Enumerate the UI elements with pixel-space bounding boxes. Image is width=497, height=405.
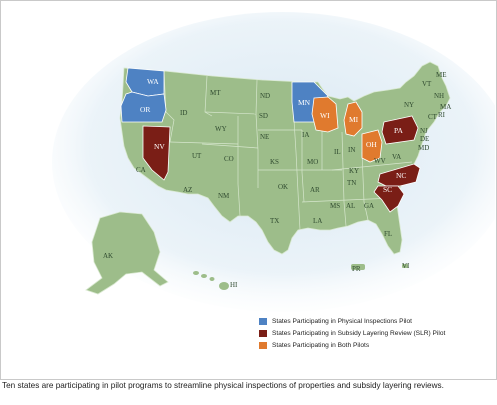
label-la: LA — [313, 217, 322, 225]
legend-item-both: States Participating in Both Pilots — [259, 340, 495, 351]
legend-swatch-slr — [259, 330, 267, 337]
label-ok: OK — [278, 183, 288, 191]
label-ms: MS — [330, 202, 340, 210]
legend-swatch-both — [259, 342, 267, 349]
label-ut: UT — [192, 152, 202, 160]
label-nh: NH — [434, 92, 444, 100]
label-az: AZ — [183, 186, 192, 194]
label-mn: MN — [298, 98, 311, 107]
label-mt: MT — [210, 89, 221, 97]
state-sc[interactable] — [373, 185, 405, 213]
label-mo: MO — [307, 158, 318, 166]
highlighted-state-labels: WA OR NV MN WI MI OH PA NC SC — [140, 77, 406, 194]
label-pa: PA — [394, 126, 403, 135]
state-nc[interactable] — [377, 163, 421, 187]
label-ri: RI — [438, 111, 446, 119]
label-wa: WA — [147, 77, 159, 86]
state-pa[interactable] — [381, 115, 419, 145]
legend-swatch-physical — [259, 318, 267, 325]
label-oh: OH — [366, 140, 377, 149]
label-pr: PR — [352, 265, 361, 273]
state-ak — [85, 211, 169, 295]
label-hi: HI — [230, 281, 238, 289]
legend-label-slr: States Participating in Subsidy Layering… — [272, 330, 446, 337]
state-hi — [193, 271, 229, 290]
state-vi — [402, 264, 408, 268]
label-nj: NJ — [420, 127, 428, 135]
label-co: CO — [224, 155, 234, 163]
label-nd: ND — [260, 92, 270, 100]
state-wi[interactable] — [311, 96, 339, 133]
label-ne: NE — [260, 133, 269, 141]
label-ky: KY — [349, 167, 359, 175]
state-nv[interactable] — [142, 125, 171, 181]
label-sd: SD — [259, 112, 268, 120]
label-nv: NV — [154, 142, 165, 151]
label-ct: CT — [428, 113, 438, 121]
label-il: IL — [334, 148, 341, 156]
us-map-svg: MT ND ID WY SD NE IA UT CO KS MO IL IN C… — [52, 12, 495, 312]
label-vt: VT — [422, 80, 432, 88]
label-ga: GA — [364, 202, 374, 210]
label-tx: TX — [270, 217, 279, 225]
state-pr — [351, 264, 365, 270]
label-ca: CA — [136, 166, 146, 174]
label-sc: SC — [383, 185, 392, 194]
label-wy: WY — [215, 125, 227, 133]
legend-item-physical: States Participating in Physical Inspect… — [259, 316, 495, 327]
label-va: VA — [392, 153, 401, 161]
label-wv: WV — [374, 157, 386, 165]
label-ia: IA — [302, 131, 309, 139]
state-mi[interactable] — [343, 101, 363, 137]
label-tn: TN — [347, 179, 356, 187]
label-nm: NM — [218, 192, 230, 200]
label-ny: NY — [404, 101, 414, 109]
label-fl: FL — [384, 230, 392, 238]
label-md: MD — [418, 144, 429, 152]
label-mi: MI — [349, 115, 359, 124]
label-ak: AK — [103, 252, 113, 260]
label-wi: WI — [320, 111, 330, 120]
state-or[interactable] — [120, 91, 167, 123]
lower48-land — [119, 61, 451, 255]
label-vi: VI — [402, 262, 410, 270]
state-borders — [163, 70, 413, 231]
label-nc: NC — [396, 171, 406, 180]
legend: States Participating in Physical Inspect… — [259, 316, 495, 352]
legend-item-slr: States Participating in Subsidy Layering… — [259, 328, 495, 339]
label-ks: KS — [270, 158, 279, 166]
label-ar: AR — [310, 186, 320, 194]
us-map: MT ND ID WY SD NE IA UT CO KS MO IL IN C… — [2, 2, 495, 378]
label-al: AL — [346, 202, 355, 210]
map-caption: Ten states are participating in pilot pr… — [2, 381, 444, 390]
state-oh[interactable] — [361, 129, 383, 163]
label-de: DE — [420, 135, 429, 143]
legend-label-physical: States Participating in Physical Inspect… — [272, 318, 413, 325]
label-id: ID — [180, 109, 187, 117]
label-or: OR — [140, 105, 150, 114]
state-labels: MT ND ID WY SD NE IA UT CO KS MO IL IN C… — [103, 71, 451, 289]
map-frame: MT ND ID WY SD NE IA UT CO KS MO IL IN C… — [0, 0, 497, 380]
label-in: IN — [348, 146, 355, 154]
label-ma: MA — [440, 103, 451, 111]
legend-label-both: States Participating in Both Pilots — [272, 342, 370, 349]
label-me: ME — [436, 71, 447, 79]
